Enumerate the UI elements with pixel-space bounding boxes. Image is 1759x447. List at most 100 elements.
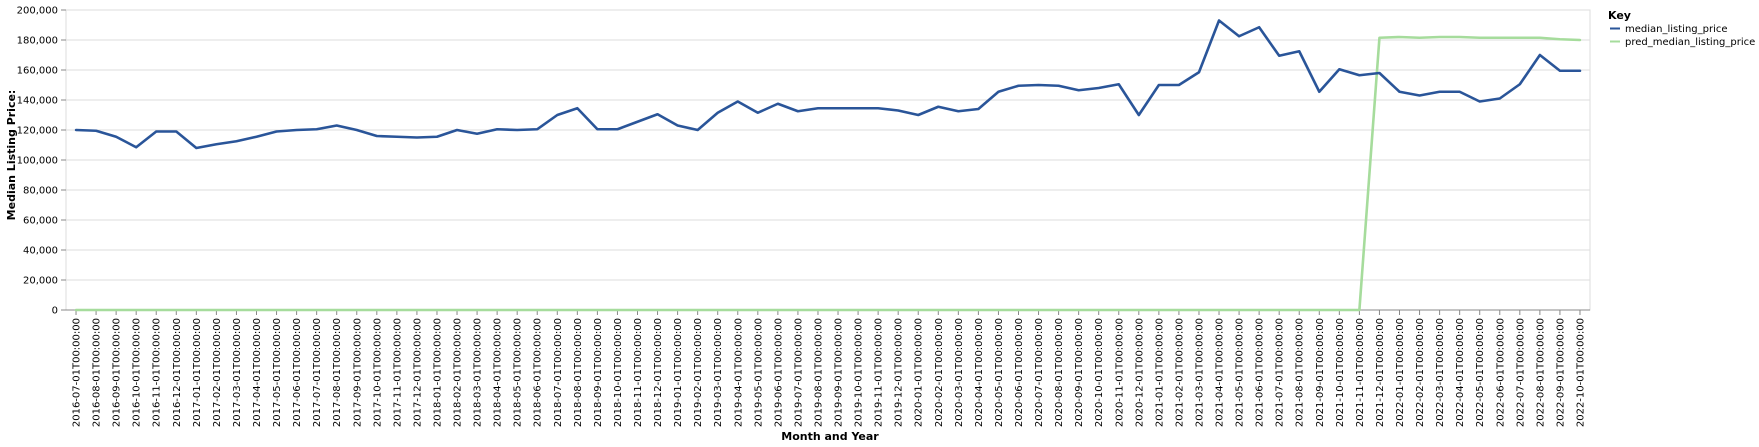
x-tick-label: 2019-10-01T00:00:00 [854,318,865,427]
legend-label: median_listing_price [1625,24,1728,35]
x-tick-label: 2019-07-01T00:00:00 [793,318,804,427]
x-tick-label: 2021-07-01T00:00:00 [1275,318,1286,427]
x-tick-label: 2019-05-01T00:00:00 [753,318,764,427]
x-tick-label: 2020-08-01T00:00:00 [1054,318,1065,427]
series-layer [74,19,1582,312]
x-tick-label: 2022-10-01T00:00:00 [1575,318,1586,427]
y-tick-label: 0 [52,306,58,317]
x-tick-label: 2019-03-01T00:00:00 [713,318,724,427]
y-tick-label: 40,000 [23,246,58,257]
x-tick-label: 2018-05-01T00:00:00 [513,318,524,427]
x-tick-label: 2019-09-01T00:00:00 [834,318,845,427]
x-tick-label: 2018-04-01T00:00:00 [493,318,504,427]
x-tick-label: 2021-11-01T00:00:00 [1355,318,1366,427]
x-tick-label: 2022-03-01T00:00:00 [1435,318,1446,427]
x-tick-label: 2020-09-01T00:00:00 [1074,318,1085,427]
y-tick-label: 180,000 [17,36,58,47]
x-tick-label: 2018-06-01T00:00:00 [533,318,544,427]
gridlines [65,9,1591,311]
x-tick-label: 2018-09-01T00:00:00 [593,318,604,427]
x-tick-label: 2020-06-01T00:00:00 [1014,318,1025,427]
x-tick-label: 2019-08-01T00:00:00 [813,318,824,427]
y-tick-label: 160,000 [17,66,58,77]
x-tick-label: 2020-10-01T00:00:00 [1094,318,1105,427]
x-tick-label: 2020-07-01T00:00:00 [1034,318,1045,427]
y-axis-title: Median Listing Price: [5,90,18,221]
x-tick-label: 2017-04-01T00:00:00 [252,318,263,427]
x-tick-label: 2017-07-01T00:00:00 [312,318,323,427]
x-tick-label: 2021-04-01T00:00:00 [1215,318,1226,427]
x-tick-label: 2018-02-01T00:00:00 [453,318,464,427]
legend-title: Key [1608,9,1631,22]
x-tick-label: 2021-08-01T00:00:00 [1295,318,1306,427]
y-tick-label: 140,000 [17,96,58,107]
y-tick-label: 60,000 [23,216,58,227]
x-tick-label: 2021-12-01T00:00:00 [1375,318,1386,427]
x-tick-label: 2020-12-01T00:00:00 [1134,318,1145,427]
y-axis: 0 20,000 40,000 60,000 80,000 100,000 120,000 1… [17,6,66,317]
x-tick-label: 2019-02-01T00:00:00 [693,318,704,427]
x-tick-label: 2022-06-01T00:00:00 [1495,318,1506,427]
x-tick-label: 2018-12-01T00:00:00 [653,318,664,427]
x-tick-label: 2020-02-01T00:00:00 [934,318,945,427]
series-line-median-listing-price [74,19,1582,150]
x-tick-label: 2016-10-01T00:00:00 [132,318,143,427]
x-tick-label: 2018-03-01T00:00:00 [473,318,484,427]
x-tick-label: 2020-01-01T00:00:00 [914,318,925,427]
x-tick-label: 2017-09-01T00:00:00 [352,318,363,427]
x-tick-label: 2019-12-01T00:00:00 [894,318,905,427]
x-tick-label: 2017-08-01T00:00:00 [332,318,343,427]
x-tick-label: 2016-08-01T00:00:00 [92,318,103,427]
x-tick-label: 2021-09-01T00:00:00 [1315,318,1326,427]
legend: Key median_listing_price pred_median_list… [1608,9,1755,48]
x-tick-label: 2017-03-01T00:00:00 [232,318,243,427]
x-tick-label: 2022-07-01T00:00:00 [1515,318,1526,427]
legend-label: pred_median_listing_price [1625,37,1755,48]
x-tick-label: 2020-05-01T00:00:00 [994,318,1005,427]
x-tick-label: 2017-05-01T00:00:00 [272,318,283,427]
x-tick-label: 2021-02-01T00:00:00 [1174,318,1185,427]
x-tick-label: 2022-02-01T00:00:00 [1415,318,1426,427]
x-tick-label: 2017-10-01T00:00:00 [372,318,383,427]
x-tick-label: 2016-07-01T00:00:00 [72,318,83,427]
x-tick-label: 2018-08-01T00:00:00 [573,318,584,427]
x-tick-label: 2019-06-01T00:00:00 [773,318,784,427]
y-tick-label: 20,000 [23,276,58,287]
x-tick-label: 2018-07-01T00:00:00 [553,318,564,427]
series-line-pred-median-listing-price [74,35,1582,312]
x-tick-label: 2019-04-01T00:00:00 [733,318,744,427]
x-tick-label: 2018-01-01T00:00:00 [432,318,443,427]
y-tick-label: 100,000 [17,156,58,167]
x-tick-label: 2017-02-01T00:00:00 [212,318,223,427]
x-tick-label: 2022-09-01T00:00:00 [1555,318,1566,427]
x-tick-label: 2022-04-01T00:00:00 [1455,318,1466,427]
x-tick-label: 2017-06-01T00:00:00 [292,318,303,427]
x-tick-label: 2016-11-01T00:00:00 [152,318,163,427]
x-axis: 2016-07-01T00:00:00 2016-08-01T00:00:00 20… [66,309,1590,427]
y-tick-label: 80,000 [23,186,58,197]
x-tick-label: 2017-12-01T00:00:00 [412,318,423,427]
x-tick-label: 2021-01-01T00:00:00 [1154,318,1165,427]
x-axis-title: Month and Year [781,430,879,443]
x-tick-label: 2022-05-01T00:00:00 [1475,318,1486,427]
x-tick-label: 2021-06-01T00:00:00 [1255,318,1266,427]
x-tick-label: 2021-10-01T00:00:00 [1335,318,1346,427]
x-tick-label: 2019-11-01T00:00:00 [874,318,885,427]
x-tick-label: 2022-01-01T00:00:00 [1395,318,1406,427]
x-tick-label: 2018-10-01T00:00:00 [613,318,624,427]
x-tick-label: 2020-03-01T00:00:00 [954,318,965,427]
x-tick-label: 2017-01-01T00:00:00 [192,318,203,427]
x-tick-label: 2020-04-01T00:00:00 [974,318,985,427]
y-tick-label: 120,000 [17,126,58,137]
x-tick-label: 2018-11-01T00:00:00 [633,318,644,427]
x-tick-label: 2019-01-01T00:00:00 [673,318,684,427]
x-tick-label: 2016-09-01T00:00:00 [112,318,123,427]
x-tick-label: 2017-11-01T00:00:00 [392,318,403,427]
x-tick-label: 2021-05-01T00:00:00 [1235,318,1246,427]
x-tick-label: 2021-03-01T00:00:00 [1194,318,1205,427]
y-tick-label: 200,000 [17,6,58,17]
x-tick-label: 2016-12-01T00:00:00 [172,318,183,427]
x-tick-label: 2022-08-01T00:00:00 [1535,318,1546,427]
x-tick-label: 2020-11-01T00:00:00 [1114,318,1125,427]
